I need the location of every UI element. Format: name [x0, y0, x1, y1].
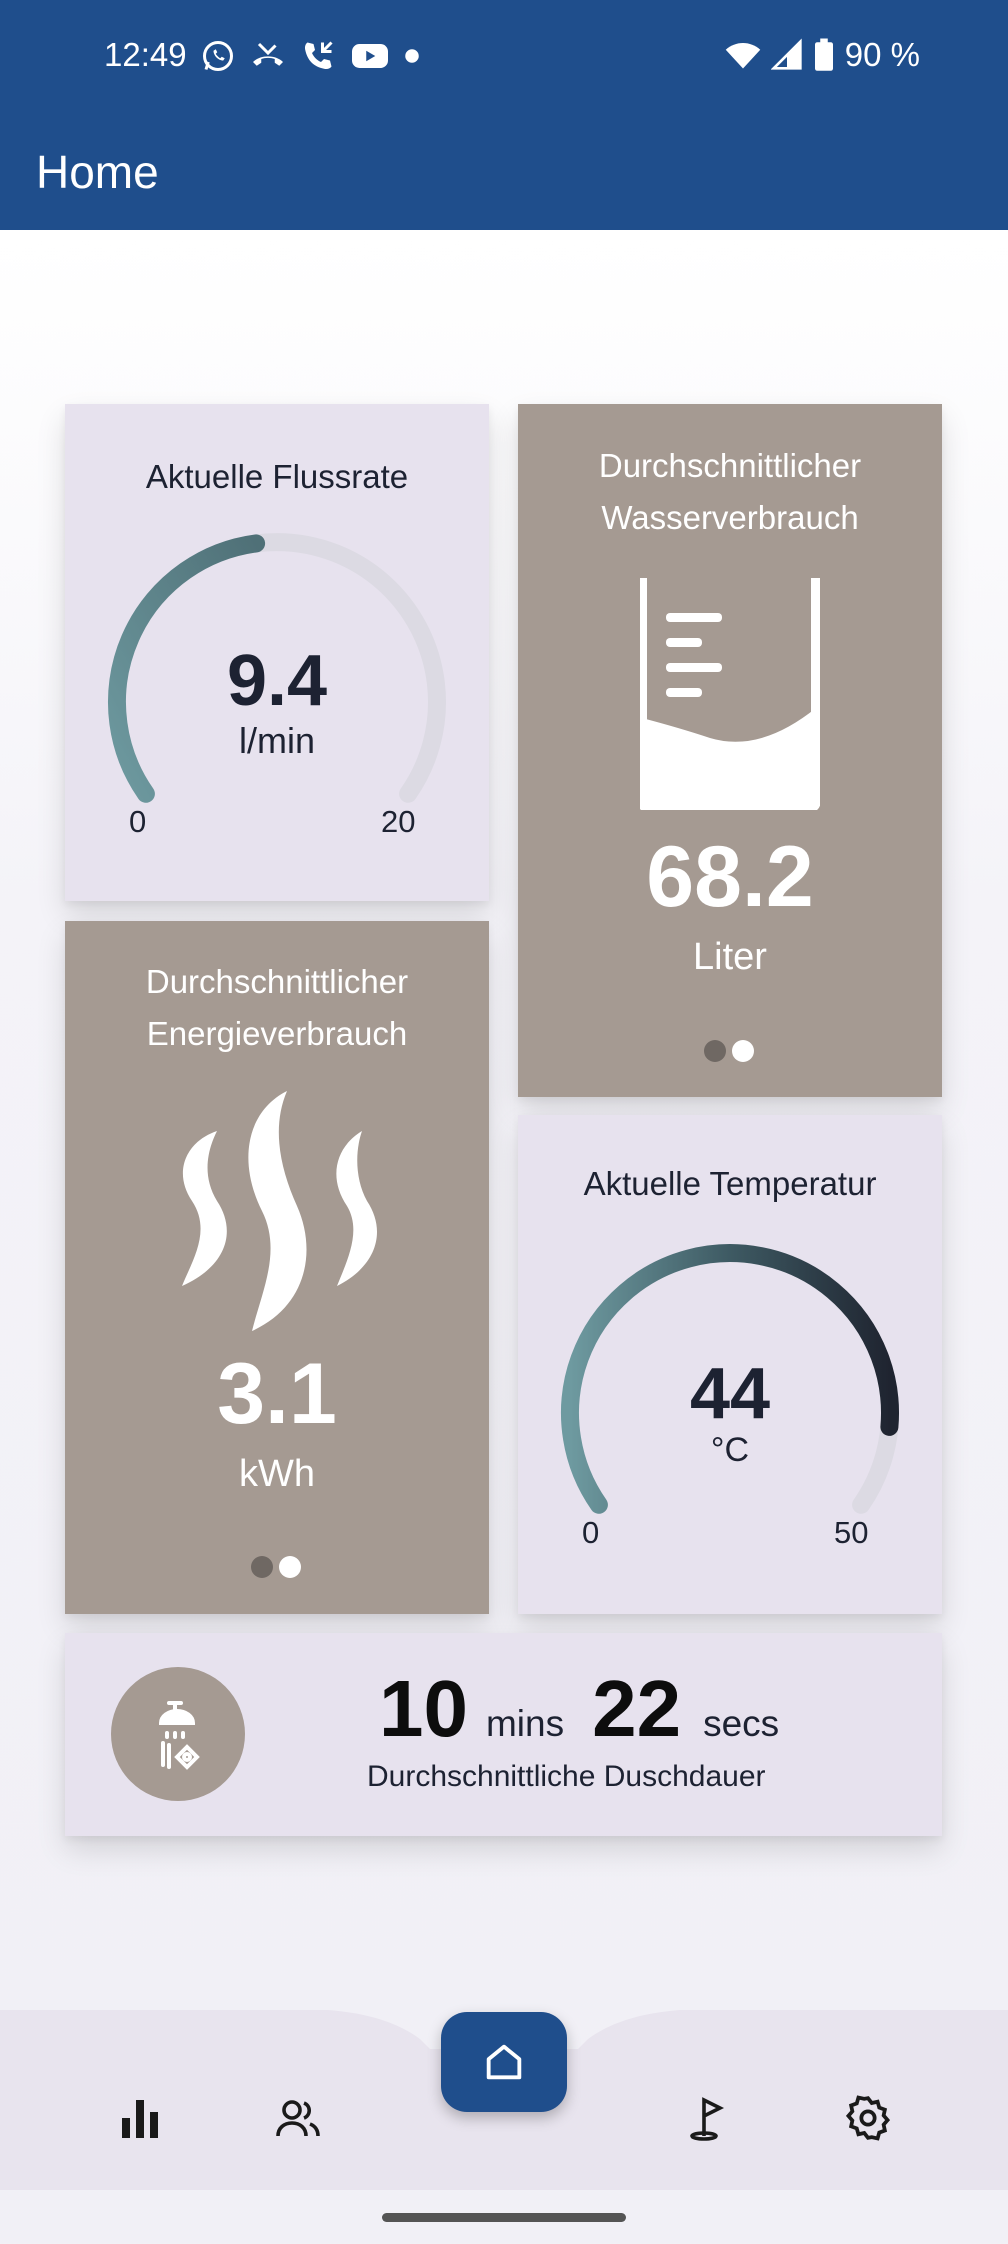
nav-settings[interactable] — [828, 2078, 908, 2158]
energy-usage-title-line1: Durchschnittlicher — [145, 963, 409, 1000]
call-icon — [304, 41, 333, 70]
nav-home-button[interactable] — [441, 2012, 567, 2112]
shower-seconds-label: secs — [703, 1703, 780, 1744]
energy-usage-card[interactable]: Durchschnittlicher Energieverbrauch 3.1 … — [65, 921, 489, 1614]
whatsapp-icon — [203, 41, 233, 71]
energy-usage-unit: kWh — [239, 1453, 315, 1495]
shower-duration-card[interactable]: 10 mins 22 secs Durchschnittliche Duschd… — [65, 1633, 942, 1836]
golf-flag-icon — [690, 2097, 725, 2141]
nav-stats[interactable] — [100, 2078, 180, 2158]
page-dot-active[interactable] — [732, 1040, 754, 1062]
temperature-max: 50 — [834, 1515, 869, 1550]
shower-minutes: 10 — [379, 1664, 468, 1753]
shower-icon — [158, 1701, 200, 1770]
flow-rate-min: 0 — [129, 804, 147, 839]
missed-call-icon — [253, 42, 283, 66]
energy-usage-title-line2: Energieverbrauch — [146, 1015, 408, 1052]
shower-seconds: 22 — [592, 1664, 682, 1753]
shower-duration-time: 10 mins 22 secs — [379, 1663, 779, 1755]
flow-rate-card[interactable]: Aktuelle Flussrate 9.4 l/min 0 20 — [65, 404, 489, 901]
flow-rate-max: 20 — [381, 804, 416, 839]
shower-duration-label: Durchschnittliche Duschdauer — [367, 1760, 766, 1793]
battery-level: 90 % — [844, 36, 920, 73]
page-dot[interactable] — [251, 1556, 273, 1578]
users-icon — [276, 2100, 320, 2137]
temperature-min: 0 — [582, 1515, 600, 1550]
steam-icon — [182, 1091, 377, 1331]
nav-users[interactable] — [258, 2078, 338, 2158]
temperature-title: Aktuelle Temperatur — [583, 1165, 877, 1202]
water-usage-card[interactable]: Durchschnittlicher Wasserverbrauch 68.2 … — [518, 404, 942, 1097]
temperature-gauge — [561, 1244, 899, 1514]
water-usage-page-dots[interactable] — [704, 1040, 754, 1062]
nav-goals[interactable] — [668, 2078, 748, 2158]
flow-rate-gauge — [108, 533, 446, 803]
temperature-card[interactable]: Aktuelle Temperatur 44 °C 0 50 — [518, 1115, 942, 1614]
page-dot-active[interactable] — [279, 1556, 301, 1578]
flow-gauge-fill — [108, 534, 266, 803]
page-title: Home — [36, 146, 159, 198]
home-icon — [486, 2044, 522, 2080]
water-usage-title-line2: Wasserverbrauch — [601, 499, 859, 536]
energy-usage-value: 3.1 — [217, 1346, 337, 1442]
battery-icon — [814, 38, 833, 71]
flow-rate-unit: l/min — [238, 720, 315, 761]
water-usage-unit: Liter — [693, 936, 767, 978]
flow-rate-title: Aktuelle Flussrate — [145, 458, 409, 495]
water-usage-value: 68.2 — [646, 829, 814, 925]
temperature-unit: °C — [710, 1431, 750, 1469]
settings-icon — [845, 2095, 891, 2141]
status-bar: 12:49 — [0, 0, 1008, 115]
stats-icon — [122, 2100, 158, 2138]
status-time: 12:49 — [104, 36, 187, 73]
flow-rate-value: 9.4 — [226, 641, 328, 721]
shower-minutes-label: mins — [485, 1703, 565, 1744]
energy-usage-page-dots[interactable] — [251, 1556, 301, 1578]
temperature-gauge-fill — [561, 1244, 899, 1514]
gesture-home-indicator[interactable] — [382, 2213, 626, 2222]
youtube-icon — [352, 44, 388, 68]
notification-icons — [200, 38, 420, 74]
dot-icon — [405, 49, 419, 63]
system-icons: 90 % — [725, 36, 920, 74]
temperature-value: 44 — [689, 1354, 771, 1434]
wifi-icon — [725, 43, 761, 69]
page-dot[interactable] — [704, 1040, 726, 1062]
water-usage-title-line1: Durchschnittlicher — [598, 447, 862, 484]
signal-icon — [770, 38, 802, 70]
shower-icon-badge — [111, 1667, 245, 1801]
beaker-icon — [640, 578, 820, 810]
top-app-bar: 12:49 — [0, 0, 1008, 230]
